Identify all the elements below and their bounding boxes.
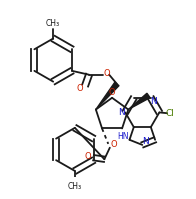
Text: O: O (109, 88, 115, 97)
Text: HN: HN (118, 132, 129, 141)
Polygon shape (96, 82, 119, 109)
Text: N: N (118, 108, 125, 117)
Text: N: N (142, 137, 149, 145)
Text: N: N (150, 97, 157, 106)
Text: O: O (85, 152, 91, 161)
Text: O: O (110, 140, 117, 149)
Text: CH₃: CH₃ (68, 182, 82, 191)
Text: CH₃: CH₃ (46, 19, 60, 28)
Text: O: O (103, 69, 110, 78)
Text: O: O (76, 84, 83, 93)
Text: Cl: Cl (166, 109, 175, 118)
Polygon shape (128, 93, 150, 109)
